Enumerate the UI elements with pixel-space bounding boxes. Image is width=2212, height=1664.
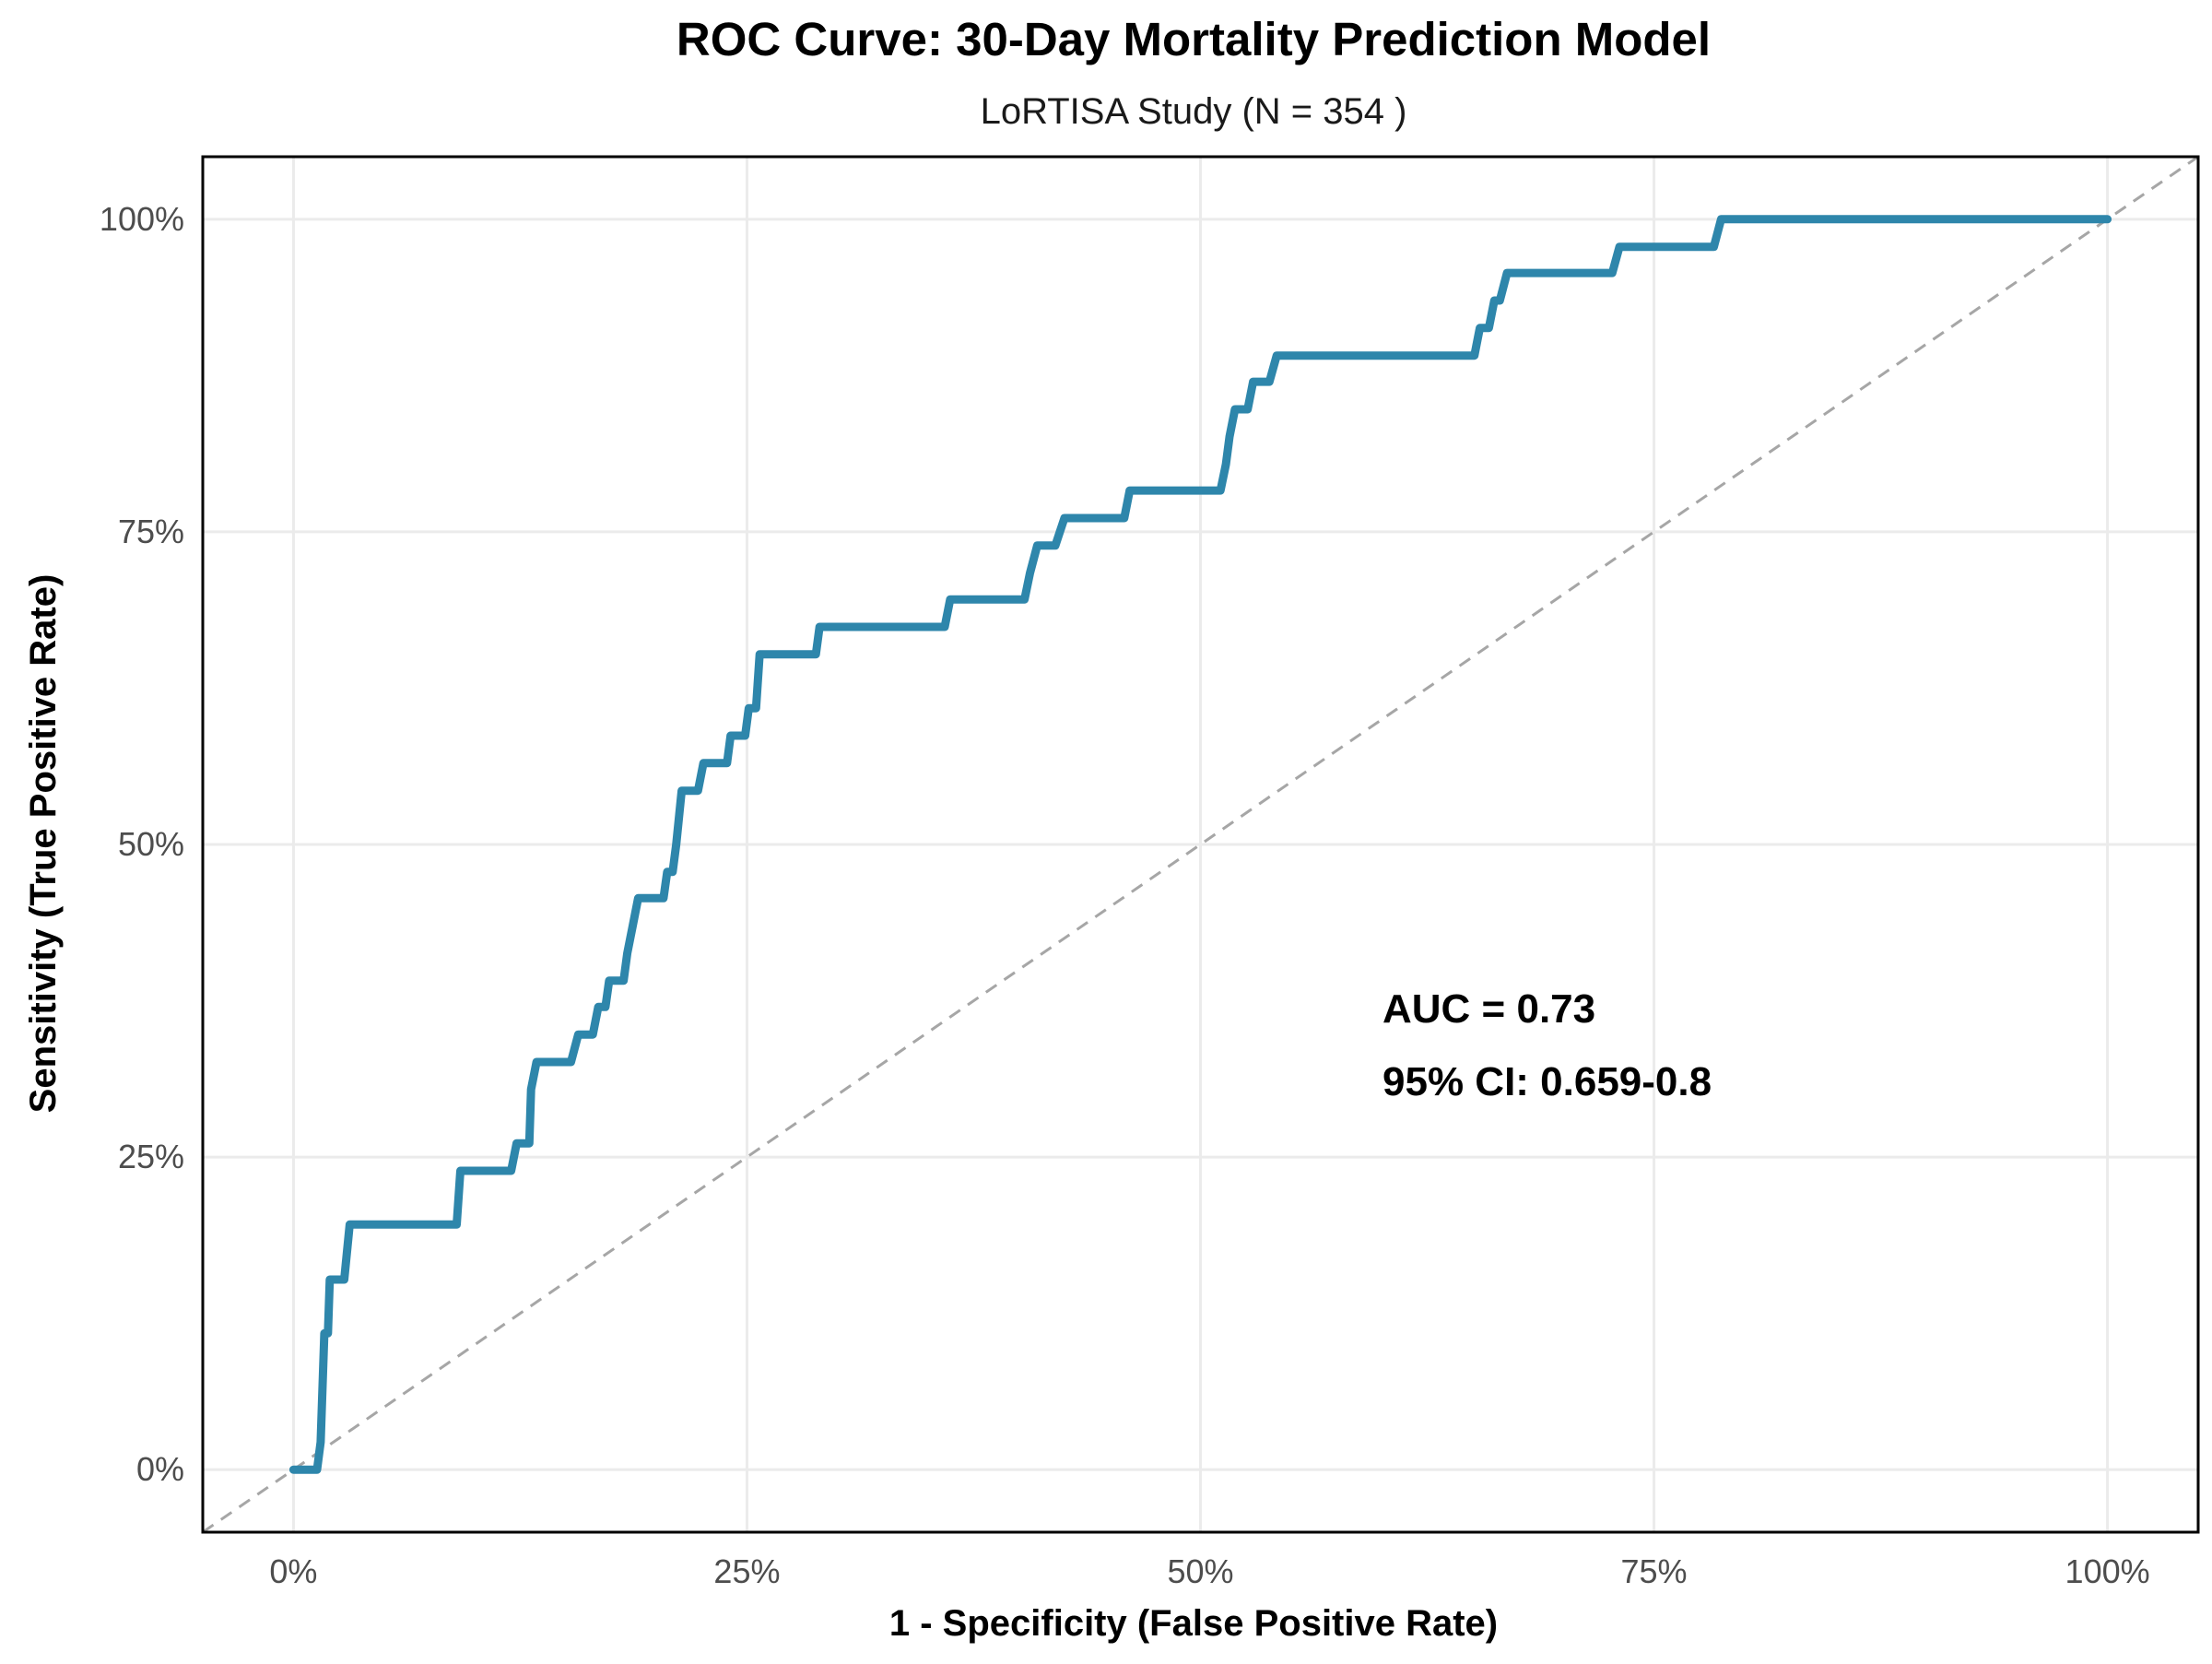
x-tick-label-0: 0% [269, 1552, 317, 1590]
x-tick-label-2: 50% [1167, 1552, 1233, 1590]
reference-line-layer [202, 155, 2199, 1534]
x-tick-label-3: 75% [1621, 1552, 1688, 1590]
x-tick-label-1: 25% [713, 1552, 780, 1590]
y-tick-label-2: 50% [118, 825, 184, 863]
roc-curve-line [288, 215, 2112, 1474]
y-tick-label-1: 25% [118, 1138, 184, 1175]
x-tick-label-4: 100% [2065, 1552, 2150, 1590]
x-axis-label: 1 - Specificity (False Positive Rate) [889, 1603, 1498, 1644]
reference-diagonal-line [202, 155, 2199, 1534]
y-axis-label: Sensitivity (True Positive Rate) [23, 574, 64, 1114]
auc-annotation: AUC = 0.73 [1382, 986, 1595, 1032]
roc-curve-layer [288, 215, 2112, 1474]
chart-subtitle: LoRTISA Study (N = 354 ) [981, 91, 1407, 132]
chart-title: ROC Curve: 30-Day Mortality Prediction M… [677, 13, 1711, 65]
y-tick-label-0: 0% [136, 1450, 184, 1488]
ci-annotation: 95% CI: 0.659-0.8 [1382, 1059, 1712, 1104]
y-tick-label-3: 75% [118, 513, 184, 550]
y-tick-label-4: 100% [100, 200, 184, 238]
tick-labels: 0% 25% 50% 75% 100% 0% 25% 50% 75% 100% [100, 200, 2150, 1590]
plot-panel-border [201, 155, 2200, 1534]
